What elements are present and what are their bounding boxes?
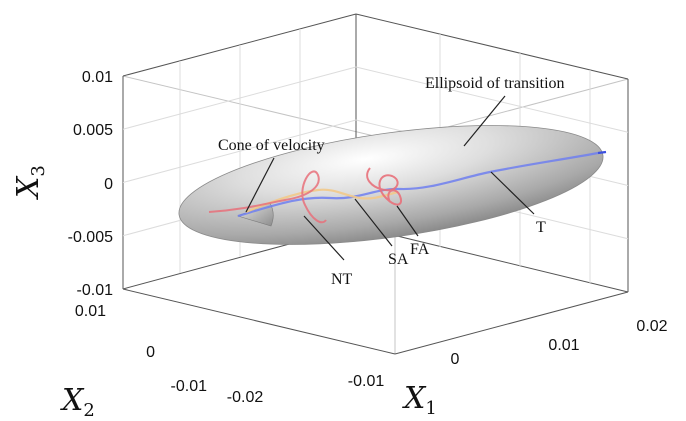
z-tick-label: 0.01 [82,69,113,86]
annotation-sa: SA [388,251,409,268]
z-tick-label: -0.01 [77,282,114,299]
x-tick-labels: -0.02 -0.01 0 0.01 0.02 [227,318,668,406]
ellipsoid-of-transition-surface [178,125,604,245]
annotation-t: T [536,219,546,236]
grid-line [355,66,629,133]
y-tick-label: -0.01 [171,378,208,395]
trajectory-t [237,151,599,218]
trajectory-fa [366,167,402,206]
ellipsoid-pointer [463,95,506,147]
trajectory-t-tail [597,150,607,155]
annotation-nt: NT [331,271,353,288]
x-tick-label: 0 [451,351,460,368]
y-axis-label: X2 [60,383,95,421]
z-tick-label: -0.005 [68,229,113,246]
y-tick-label: 0.01 [75,303,106,320]
fa-pointer [396,205,419,237]
trajectory-sa [245,188,399,214]
trajectory-nt [208,170,327,224]
x-tick-label: -0.02 [227,389,264,406]
sa-pointer [354,198,393,247]
annotation-fa: FA [410,241,430,258]
z-tick-labels: 0.01 0.005 0 -0.005 -0.01 [68,69,113,299]
t-pointer [490,171,535,215]
annotation-ellipsoid: Ellipsoid of transition [425,75,565,92]
z-tick-label: 0 [104,176,113,193]
y-tick-labels: 0.01 0 -0.01 [75,303,207,395]
cone-pointer [245,157,275,213]
z-axis-label: X3 [11,165,49,200]
z-tick-label: 0.005 [73,122,113,139]
x-tick-label: 0.01 [548,337,579,354]
annotation-cone: Cone of velocity [218,137,325,154]
y-tick-label: 0 [146,344,155,361]
x-tick-label: -0.01 [348,373,385,390]
x-axis-label: X1 [402,381,437,419]
x-tick-label: 0.02 [636,318,667,335]
nt-pointer [303,215,345,261]
